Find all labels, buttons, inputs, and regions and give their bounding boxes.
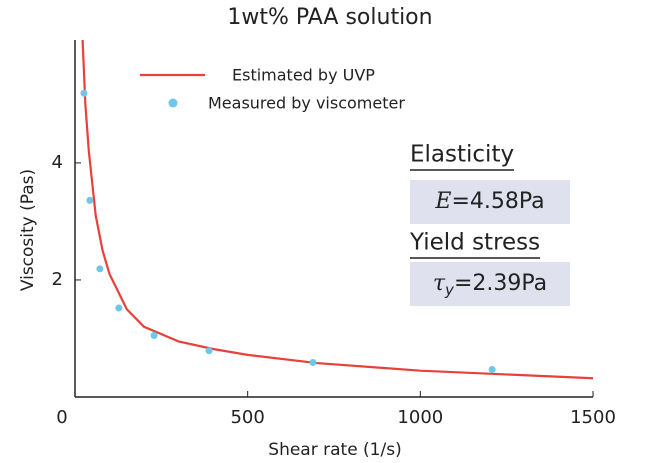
annotation-symbol: E bbox=[434, 189, 451, 214]
annotation-value: E=4.58Pa bbox=[434, 189, 544, 214]
x-tick-label: 0 bbox=[56, 407, 67, 428]
annotation-subscript: y bbox=[444, 281, 455, 299]
estimated-curve bbox=[81, 39, 594, 380]
legend-marker bbox=[168, 98, 178, 108]
y-axis-label: Viscosity (Pas) bbox=[18, 169, 38, 291]
annotation-box bbox=[410, 262, 570, 306]
x-axis-label: Shear rate (1/s) bbox=[268, 440, 401, 460]
annotation-box bbox=[410, 180, 570, 224]
legend-label: Estimated by UVP bbox=[232, 66, 375, 85]
annotation-symbol: τ bbox=[433, 271, 446, 296]
x-tick-label: 1000 bbox=[397, 407, 443, 428]
measured-point bbox=[115, 304, 123, 312]
measured-point bbox=[309, 358, 317, 366]
measured-point bbox=[488, 365, 496, 373]
measured-point bbox=[80, 89, 88, 97]
annotation-text: =2.39Pa bbox=[454, 271, 547, 296]
annotation-heading: Elasticity bbox=[410, 142, 514, 168]
y-tick-label: 2 bbox=[52, 269, 63, 290]
annotation-value: τy=2.39Pa bbox=[433, 271, 547, 299]
annotation-text: =4.58Pa bbox=[451, 189, 544, 214]
y-tick-label: 4 bbox=[52, 152, 63, 173]
x-tick-label: 500 bbox=[230, 407, 264, 428]
measured-point bbox=[96, 265, 104, 273]
x-tick-label: 1500 bbox=[570, 407, 616, 428]
measured-point bbox=[86, 196, 94, 204]
annotation-heading: Yield stress bbox=[409, 230, 540, 256]
measured-point bbox=[150, 332, 158, 340]
measured-point bbox=[205, 347, 213, 355]
legend-label: Measured by viscometer bbox=[208, 94, 405, 113]
chart-title: 1wt% PAA solution bbox=[227, 5, 432, 30]
